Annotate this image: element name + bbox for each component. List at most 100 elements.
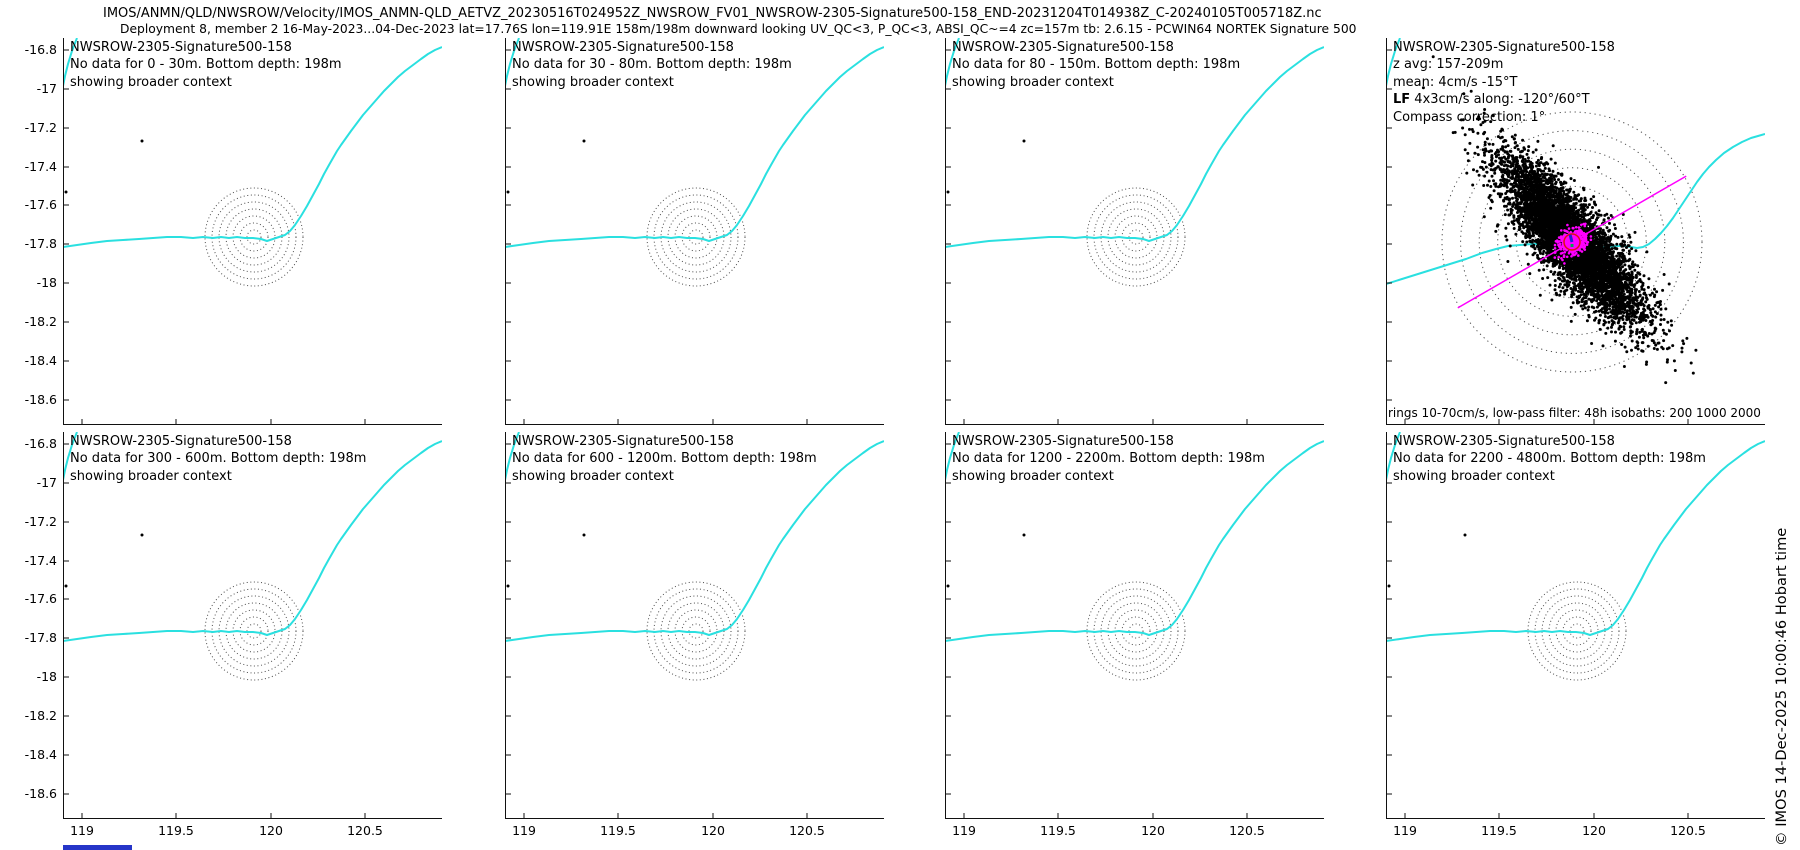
- x-tick-label: 120.5: [1229, 823, 1265, 838]
- x-tick-label: 119: [512, 823, 536, 838]
- map-plot: [63, 38, 442, 425]
- panel-nodata-text: No data for 30 - 80m. Bottom depth: 198m: [512, 57, 792, 73]
- reef-dot: [1387, 584, 1391, 588]
- x-tick-label: 120: [1582, 823, 1606, 838]
- reef-dot: [506, 190, 510, 194]
- reef-dot: [582, 139, 586, 143]
- panel-title: NWSROW-2305-Signature500-158: [512, 40, 734, 55]
- map-plot: [1386, 432, 1765, 819]
- reef-dot: [1022, 533, 1026, 537]
- map-panel-0-30m: NWSROW-2305-Signature500-158 No data for…: [25, 38, 442, 425]
- axis-spines: [945, 38, 1324, 425]
- axis-spines: [1386, 432, 1765, 819]
- axis-spines: [63, 432, 442, 819]
- isobath-nw-arc: [63, 38, 78, 87]
- isobath-line: [1386, 133, 1765, 285]
- y-tick-label: -17.4: [24, 553, 57, 568]
- x-tick-label: 119.5: [1481, 823, 1517, 838]
- y-tick-label: -17.2: [24, 514, 57, 529]
- velocity-scatter-panel: NWSROW-2305-Signature500-158 z avg: 157-…: [1386, 38, 1765, 425]
- reef-dot: [64, 190, 68, 194]
- panel-nodata-text: No data for 600 - 1200m. Bottom depth: 1…: [512, 451, 817, 467]
- panel-nodata-text: No data for 0 - 30m. Bottom depth: 198m: [70, 57, 342, 73]
- isobath-line: [1386, 440, 1765, 642]
- panel-title: NWSROW-2305-Signature500-158: [512, 434, 734, 449]
- x-tick-label: 120.5: [1670, 823, 1706, 838]
- isobath-line: [63, 440, 442, 642]
- panel-context-text: showing broader context: [512, 74, 674, 90]
- x-tick-label: 119.5: [158, 823, 194, 838]
- panel-title: NWSROW-2305-Signature500-158: [952, 434, 1174, 449]
- x-tick-label: 120.5: [789, 823, 825, 838]
- map-panel-30-80m: NWSROW-2305-Signature500-158 No data for…: [505, 38, 884, 425]
- y-tick-label: -18.2: [24, 314, 57, 329]
- figure-title-filename: IMOS/ANMN/QLD/NWSROW/Velocity/IMOS_ANMN-…: [103, 6, 1322, 21]
- lf-axis-text: LF 4x3cm/s along: -120°/60°T: [1393, 92, 1590, 108]
- isobath-nw-arc: [1386, 38, 1401, 87]
- map-plot: [505, 432, 884, 819]
- mean-velocity-text: mean: 4cm/s -15°T: [1393, 74, 1518, 90]
- panel-annotation: NWSROW-2305-Signature500-158 No data for…: [512, 39, 792, 91]
- x-tick-label: 119: [1393, 823, 1417, 838]
- axis-spines: [63, 38, 442, 425]
- reef-dot: [946, 584, 950, 588]
- isobath-nw-arc: [945, 38, 960, 87]
- isobath-nw-arc: [505, 38, 520, 87]
- panel-context-text: showing broader context: [70, 74, 232, 90]
- mean-speed-circle: [1563, 233, 1581, 251]
- panel-annotation: NWSROW-2305-Signature500-158 No data for…: [1393, 433, 1706, 485]
- panel-nodata-text: No data for 80 - 150m. Bottom depth: 198…: [952, 57, 1241, 73]
- y-tick-label: -17.6: [24, 197, 57, 212]
- axis-spines: [505, 38, 884, 425]
- panel-annotation: NWSROW-2305-Signature500-158 No data for…: [70, 433, 366, 485]
- panel-annotation: NWSROW-2305-Signature500-158 No data for…: [70, 39, 342, 91]
- reef-dot: [1022, 139, 1026, 143]
- y-tick-label: -18.4: [24, 747, 57, 762]
- y-tick-label: -18.6: [24, 392, 57, 407]
- panel-context-text: showing broader context: [70, 468, 232, 484]
- isobath-nw-arc: [945, 432, 960, 481]
- isobath-line: [63, 46, 442, 248]
- panel-context-text: showing broader context: [1393, 468, 1555, 484]
- origin-marker: [1570, 244, 1574, 247]
- figure-title-deployment: Deployment 8, member 2 16-May-2023...04-…: [120, 22, 1357, 36]
- panel-context-text: showing broader context: [952, 468, 1114, 484]
- x-tick-label: 120.5: [347, 823, 383, 838]
- x-tick-label: 119: [70, 823, 94, 838]
- y-tick-label: -17: [36, 475, 57, 490]
- map-plot: [945, 432, 1324, 819]
- map-panel-1200-2200m: NWSROW-2305-Signature500-158 No data for…: [945, 432, 1324, 838]
- map-plot: [505, 38, 884, 425]
- isobath-nw-arc: [63, 432, 78, 481]
- map-plot: [63, 432, 442, 819]
- map-panel-2200-4800m: NWSROW-2305-Signature500-158 No data for…: [1386, 432, 1765, 838]
- x-tick-label: 120: [701, 823, 725, 838]
- panel-annotation: NWSROW-2305-Signature500-158 No data for…: [952, 39, 1240, 91]
- map-panel-80-150m: NWSROW-2305-Signature500-158 No data for…: [945, 38, 1324, 425]
- x-tick-label: 119.5: [600, 823, 636, 838]
- y-tick-label: -17: [36, 81, 57, 96]
- panel-title: NWSROW-2305-Signature500-158: [1393, 434, 1615, 449]
- y-tick-label: -17.6: [24, 591, 57, 606]
- x-tick-label: 120: [1141, 823, 1165, 838]
- panel-nodata-text: No data for 300 - 600m. Bottom depth: 19…: [70, 451, 367, 467]
- y-tick-label: -18: [36, 669, 57, 684]
- reef-dot: [64, 584, 68, 588]
- panel-context-text: showing broader context: [512, 468, 674, 484]
- isobath-nw-arc: [1386, 432, 1401, 481]
- x-tick-label: 119: [952, 823, 976, 838]
- axis-spines: [1386, 38, 1765, 425]
- x-tick-label: 119.5: [1040, 823, 1076, 838]
- y-tick-label: -17.4: [24, 159, 57, 174]
- imos-credit-text: © IMOS 14-Dec-2025 10:00:46 Hobart time: [1773, 527, 1790, 846]
- y-tick-label: -18: [36, 275, 57, 290]
- rings-legend-text: rings 10-70cm/s, low-pass filter: 48h is…: [1388, 406, 1761, 420]
- map-panel-300-600m: NWSROW-2305-Signature500-158 No data for…: [25, 432, 442, 838]
- reef-dot: [140, 533, 144, 537]
- reef-dot: [582, 533, 586, 537]
- panel-annotation: NWSROW-2305-Signature500-158 z avg: 157-…: [1393, 39, 1615, 126]
- reef-dot: [1463, 533, 1467, 537]
- reef-dot: [506, 584, 510, 588]
- velocity-scatter-cloud: [1421, 55, 1698, 385]
- axis-spines: [505, 432, 884, 819]
